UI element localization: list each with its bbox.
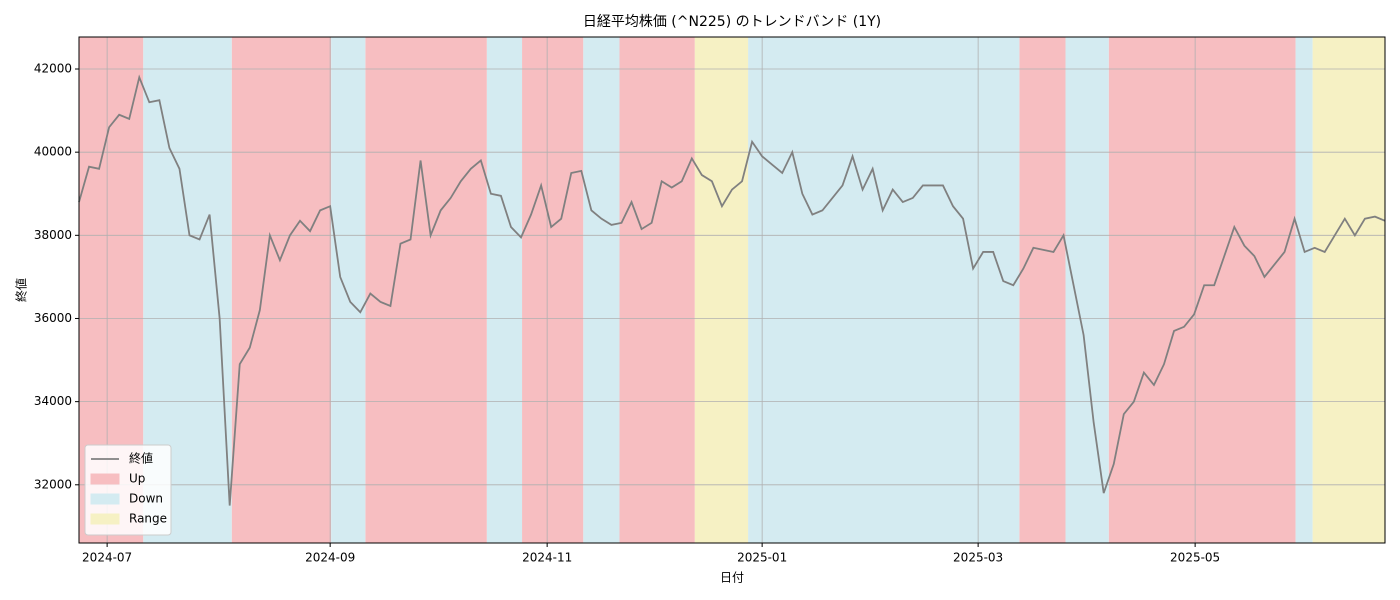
x-tick-label: 2024-07: [82, 551, 132, 565]
x-tick-label: 2025-03: [953, 551, 1003, 565]
trend-band: [365, 37, 487, 543]
legend-label: Down: [129, 492, 163, 506]
trend-band: [748, 37, 1020, 543]
price-line: [78, 74, 1386, 506]
x-tick-label: 2025-05: [1170, 551, 1220, 565]
legend-box: [84, 444, 172, 536]
trend-band: [619, 37, 695, 543]
trend-band: [231, 37, 332, 543]
legend-swatch: [90, 493, 120, 505]
trend-band: [522, 37, 584, 543]
legend-swatch: [90, 513, 120, 525]
trend-band: [583, 37, 620, 543]
y-tick-label: 38000: [34, 228, 72, 242]
trend-band: [1065, 37, 1109, 543]
legend-label: 終値: [129, 451, 153, 466]
y-axis-label: 終値: [14, 278, 29, 302]
legend-swatch: [90, 473, 120, 485]
y-tick-label: 34000: [34, 394, 72, 408]
x-tick-label: 2025-01: [737, 551, 787, 565]
trend-band: [694, 37, 749, 543]
legend-label: Range: [129, 512, 167, 526]
y-tick-label: 40000: [34, 145, 72, 159]
chart-title: 日経平均株価 (^N225) のトレンドバンド (1Y): [583, 14, 881, 30]
y-tick-label: 42000: [34, 62, 72, 76]
trend-band: [1019, 37, 1066, 543]
y-tick-label: 32000: [34, 477, 72, 491]
y-tick-label: 36000: [34, 311, 72, 325]
plot-frame: [78, 36, 1386, 544]
legend: 終値 Up Down Range: [84, 444, 172, 536]
x-tick-label: 2024-09: [305, 551, 355, 565]
trend-band: [1312, 37, 1385, 543]
x-tick-label: 2024-11: [522, 551, 572, 565]
x-axis-label: 日付: [720, 571, 744, 585]
trend-band: [486, 37, 523, 543]
trend-band: [331, 37, 366, 543]
legend-label: Up: [129, 472, 145, 486]
trend-band: [1295, 37, 1313, 543]
